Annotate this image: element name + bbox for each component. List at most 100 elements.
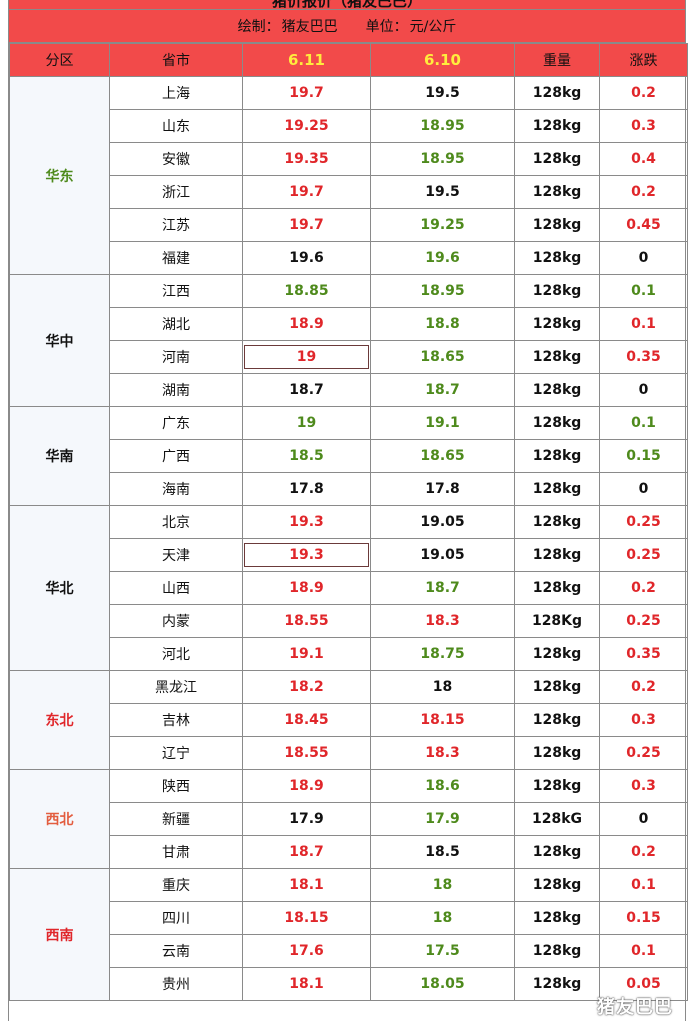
unit-value: 元/公斤 <box>409 19 457 35</box>
price-previous: 18 <box>370 868 515 902</box>
price-current: 18.1 <box>242 967 371 1001</box>
province-name: 湖南 <box>109 373 243 407</box>
price-current: 18.9 <box>242 769 371 803</box>
price-current: 17.6 <box>242 934 371 968</box>
sheet-title: 猪价报价（猪友巴巴） <box>271 0 422 10</box>
price-previous: 19.1 <box>370 406 515 440</box>
table-row: 江苏 19.7 19.25 128kg 0.45 <box>10 208 688 242</box>
price-previous: 19.05 <box>370 505 515 539</box>
weight-value: 128Kg <box>514 604 600 638</box>
weight-value: 128kg <box>514 505 600 539</box>
province-name: 广西 <box>109 439 243 473</box>
province-name: 甘肃 <box>109 835 243 869</box>
price-current: 19.7 <box>242 76 371 110</box>
province-name: 辽宁 <box>109 736 243 770</box>
price-current: 18.2 <box>242 670 371 704</box>
table-row: 福建 19.6 19.6 128kg 0 <box>10 241 688 275</box>
province-name: 海南 <box>109 472 243 506</box>
price-previous: 18.8 <box>370 307 515 341</box>
price-current: 19.7 <box>242 208 371 242</box>
weight-value: 128kg <box>514 901 600 935</box>
title-band: 猪价报价（猪友巴巴） <box>9 0 685 10</box>
province-name: 吉林 <box>109 703 243 737</box>
province-name: 河南 <box>109 340 243 374</box>
header-change: 涨跌 <box>599 43 688 77</box>
change-value: 0.05 <box>599 967 688 1001</box>
price-current: 17.9 <box>242 802 371 836</box>
province-name: 天津 <box>109 538 243 572</box>
weight-value: 128kg <box>514 175 600 209</box>
price-current: 19.35 <box>242 142 371 176</box>
price-previous: 18 <box>370 901 515 935</box>
table-row: 华北 北京 19.3 19.05 128kg 0.25 <box>9 505 688 671</box>
province-name: 四川 <box>109 901 243 935</box>
price-previous: 18.3 <box>370 604 515 638</box>
author-label: 绘制： <box>237 19 280 35</box>
province-name: 内蒙 <box>109 604 243 638</box>
province-name: 云南 <box>109 934 243 968</box>
unit-label: 单位： <box>365 19 408 35</box>
change-value: 0 <box>599 373 688 407</box>
header-date-previous: 6.10 <box>370 43 515 77</box>
price-current: 19 <box>242 340 371 374</box>
weight-value: 128kg <box>514 472 600 506</box>
weight-value: 128kg <box>514 835 600 869</box>
price-current: 18.7 <box>242 373 371 407</box>
price-previous: 18.65 <box>370 340 515 374</box>
price-previous: 18.7 <box>370 373 515 407</box>
price-current: 19.1 <box>242 637 371 671</box>
weight-value: 128kg <box>514 241 600 275</box>
region-name: 西南 <box>9 868 110 1001</box>
province-name: 重庆 <box>109 868 243 902</box>
change-value: 0.15 <box>599 901 688 935</box>
header-row: 分区 省市 6.11 6.10 重量 涨跌 <box>9 43 688 77</box>
weight-value: 128kg <box>514 967 600 1001</box>
province-name: 贵州 <box>109 967 243 1001</box>
province-name: 黑龙江 <box>109 670 243 704</box>
price-current: 18.55 <box>242 736 371 770</box>
price-previous: 18.95 <box>370 142 515 176</box>
table-row: 四川 18.15 18 128kg 0.15 <box>10 901 688 935</box>
price-current: 18.55 <box>242 604 371 638</box>
price-current: 19.7 <box>242 175 371 209</box>
price-previous: 19.5 <box>370 76 515 110</box>
price-current: 18.45 <box>242 703 371 737</box>
price-previous: 17.5 <box>370 934 515 968</box>
change-value: 0.2 <box>599 835 688 869</box>
change-value: 0 <box>599 802 688 836</box>
change-value: 0.25 <box>599 604 688 638</box>
price-previous: 19.05 <box>370 538 515 572</box>
weight-value: 128kg <box>514 274 600 308</box>
table-body: 华东 上海 19.7 19.5 128kg 0.2 山东 19.25 18.95 128kg 0.3… <box>9 76 688 1001</box>
change-value: 0.15 <box>599 439 688 473</box>
province-name: 安徽 <box>109 142 243 176</box>
table-row: 东北 黑龙江 18.2 18 128kg 0.2 <box>9 670 688 770</box>
table-row: 辽宁 18.55 18.3 128kg 0.25 <box>10 736 688 770</box>
price-previous: 17.9 <box>370 802 515 836</box>
weight-value: 128kg <box>514 142 600 176</box>
change-value: 0.2 <box>599 175 688 209</box>
price-current: 19.6 <box>242 241 371 275</box>
province-name: 江西 <box>109 274 243 308</box>
price-previous: 19.25 <box>370 208 515 242</box>
table-row: 新疆 17.9 17.9 128kG 0 <box>10 802 688 836</box>
price-previous: 18.75 <box>370 637 515 671</box>
price-table: 分区 省市 6.11 6.10 重量 涨跌 华东 上海 19.7 19.5 128kg 0… <box>9 43 688 1001</box>
table-row: 山东 19.25 18.95 128kg 0.3 <box>10 109 688 143</box>
change-value: 0.45 <box>599 208 688 242</box>
change-value: 0.1 <box>599 868 688 902</box>
price-current: 19.25 <box>242 109 371 143</box>
author-info: 绘制： 猪友巴巴 <box>238 16 338 36</box>
weight-value: 128kg <box>514 373 600 407</box>
table-row: 甘肃 18.7 18.5 128kg 0.2 <box>10 835 688 869</box>
region-name: 华东 <box>9 76 110 275</box>
change-value: 0.1 <box>599 406 688 440</box>
region-name: 东北 <box>9 670 110 770</box>
province-name: 广东 <box>109 406 243 440</box>
price-current: 18.9 <box>242 307 371 341</box>
header-weight: 重量 <box>514 43 600 77</box>
price-current: 18.1 <box>242 868 371 902</box>
price-current: 17.8 <box>242 472 371 506</box>
province-name: 山西 <box>109 571 243 605</box>
change-value: 0.1 <box>599 307 688 341</box>
